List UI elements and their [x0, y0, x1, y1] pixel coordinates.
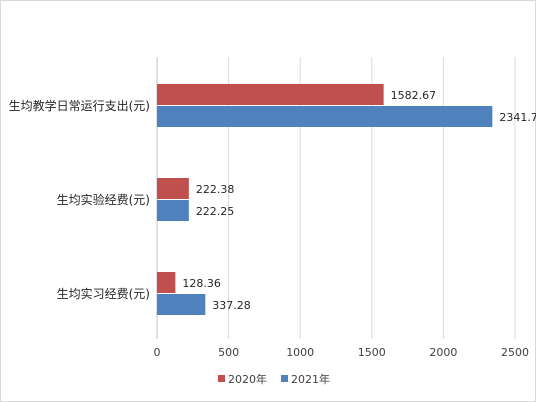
category-label: 生均实验经费(元) — [57, 192, 150, 207]
x-tick-label: 1000 — [286, 346, 314, 359]
x-axis-ticks: 0 500 1000 1500 2000 2500 — [154, 346, 530, 359]
bars — [157, 84, 493, 315]
x-tick-label: 0 — [154, 346, 161, 359]
value-label: 2341.78 — [499, 111, 536, 124]
x-tick-label: 500 — [218, 346, 239, 359]
value-labels: 1582.67 2341.78 222.38 222.25 128.36 337.28 — [182, 89, 536, 312]
legend-swatch — [218, 375, 225, 382]
legend: 2020年 2021年 — [218, 372, 330, 386]
bar-2020-0 — [157, 84, 384, 105]
value-label: 337.28 — [212, 299, 251, 312]
category-label: 生均实习经费(元) — [57, 286, 150, 301]
legend-label: 2021年 — [291, 372, 330, 386]
category-label: 生均教学日常运行支出(元) — [9, 98, 150, 113]
x-tick-label: 1500 — [358, 346, 386, 359]
legend-swatch — [281, 375, 288, 382]
bar-2020-1 — [157, 178, 189, 199]
bar-2021-0 — [157, 106, 493, 127]
value-label: 1582.67 — [391, 89, 437, 102]
bar-2020-2 — [157, 272, 176, 293]
bar-2021-1 — [157, 200, 189, 221]
x-tick-label: 2000 — [429, 346, 457, 359]
value-label: 222.25 — [196, 205, 235, 218]
x-tick-label: 2500 — [501, 346, 529, 359]
category-labels: 生均教学日常运行支出(元) 生均实验经费(元) 生均实习经费(元) — [9, 98, 150, 301]
value-label: 128.36 — [182, 277, 221, 290]
bar-2021-2 — [157, 294, 206, 315]
value-label: 222.38 — [196, 183, 235, 196]
legend-label: 2020年 — [228, 372, 267, 386]
